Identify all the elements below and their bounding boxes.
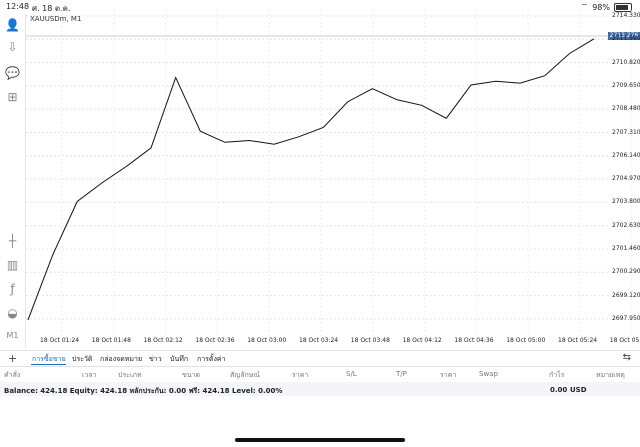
status-right: ⌔ 98% [581,2,632,12]
balance-summary: Balance: 424.18 Equity: 424.18 หลักประกั… [4,387,283,395]
current-price-badge: 2713.276 [608,32,640,40]
price-tick-label: 2706.140 [612,151,640,159]
price-tick-label: 2714.330 [612,12,640,19]
time-tick-label: 18 Oct 05:24 [558,337,598,344]
bottom-tabs: + การซื้อขาย ประวัติ กล่องจดหมาย ข่าว บั… [0,350,640,367]
add-window-icon[interactable]: ⊞ [7,89,18,104]
column-current-price: ราคา [440,371,457,379]
timeframe-button[interactable]: M1 [6,331,19,340]
column-price: ราคา [292,371,309,379]
time-tick-label: 18 Oct 05:00 [506,337,546,344]
column-volume: ขนาด [182,371,201,379]
price-chart[interactable] [26,10,640,350]
tab-trade[interactable]: การซื้อขาย [32,355,66,363]
active-tab-indicator [31,364,66,365]
time-tick-label: 18 Oct 04:36 [454,337,494,344]
time-tick-label: 18 Oct 02:36 [195,337,235,344]
column-order: คำสั่ง [4,371,21,379]
trade-icon[interactable]: ⇩ [7,39,18,54]
time-tick-label: 18 Oct 03:24 [299,337,339,344]
user-icon[interactable]: 👤 [5,17,20,32]
time-axis: 18 Oct 01:24 18 Oct 01:48 18 Oct 02:12 18 O… [26,337,640,347]
time-tick-label: 18 Oct 03:48 [350,337,390,344]
time-tick-label: 18 Oct 05:48 [609,337,640,344]
layout-icon[interactable]: ⇆ [622,352,631,363]
time-tick-label: 18 Oct 02:12 [143,337,183,344]
status-time: 12:48 [6,2,30,11]
price-tick-label: 2700.290 [612,268,640,276]
tab-history[interactable]: ประวัติ [72,355,93,363]
add-icon[interactable]: + [8,352,18,365]
home-indicator [235,438,405,442]
price-axis: 2714.330 2711.990 2710.820 2709.650 2708.480… [610,10,640,350]
tab-settings[interactable]: การตั้งค่า [197,355,226,363]
price-tick-label: 2708.480 [612,105,640,113]
price-tick-label: 2697.950 [612,314,640,322]
column-profit: กำไร [549,371,565,379]
price-tick-label: 2709.650 [612,81,640,89]
time-tick-label: 18 Oct 04:12 [402,337,442,344]
battery-text: 98% [592,2,610,12]
price-tick-label: 2710.820 [612,58,640,66]
status-date: ศ. 18 ต.ค. [32,4,71,13]
column-symbol: สัญลักษณ์ [230,371,260,379]
tab-mailbox[interactable]: กล่องจดหมาย [100,355,143,363]
left-toolbar: 👤 ⇩ 💬 ⊞ ┼ ▥ ƒ ◒ M1 [0,14,26,348]
column-type: ประเภท [118,371,142,379]
column-swap: Swap [479,370,498,378]
time-tick-label: 18 Oct 03:00 [247,337,287,344]
tab-journal[interactable]: บันทึก [170,355,189,363]
price-tick-label: 2699.120 [612,291,640,299]
crosshair-icon[interactable]: ┼ [8,233,17,248]
chart-area[interactable] [26,10,640,350]
total-profit: 0.00 [550,386,568,394]
wifi-icon: ⌔ [580,2,589,11]
tab-news[interactable]: ข่าว [149,355,162,363]
time-tick-label: 18 Oct 01:48 [91,337,131,344]
time-tick-label: 18 Oct 01:24 [40,337,80,344]
chat-icon[interactable]: 💬 [5,65,20,80]
account-summary: Balance: 424.18 Equity: 424.18 หลักประกั… [0,382,640,396]
price-line-series [27,38,595,321]
price-tick-label: 2702.630 [612,221,640,229]
indicators-icon[interactable]: ƒ [10,281,15,296]
price-tick-label: 2701.460 [612,245,640,252]
objects-icon[interactable]: ◒ [7,305,18,320]
symbol-label: XAUUSDm, M1 [30,15,82,23]
price-tick-label: 2703.800 [612,198,640,206]
price-tick-label: 2707.310 [612,128,640,136]
column-sl: S/L [346,370,357,378]
battery-icon [614,2,632,12]
status-bar: 12:48 ศ. 18 ต.ค. ⌔ 98% [0,0,640,14]
price-tick-label: 2711.990 [612,35,640,43]
column-notes: หมายเหตุ [596,371,625,379]
table-header: คำสั่ง เวลา ประเภท ขนาด สัญลักษณ์ ราคา S… [0,367,640,380]
column-tp: T/P [396,370,407,378]
candles-icon[interactable]: ▥ [6,257,19,272]
price-tick-label: 2704.970 [612,175,640,183]
account-currency: USD [570,386,587,394]
column-time: เวลา [82,371,97,379]
